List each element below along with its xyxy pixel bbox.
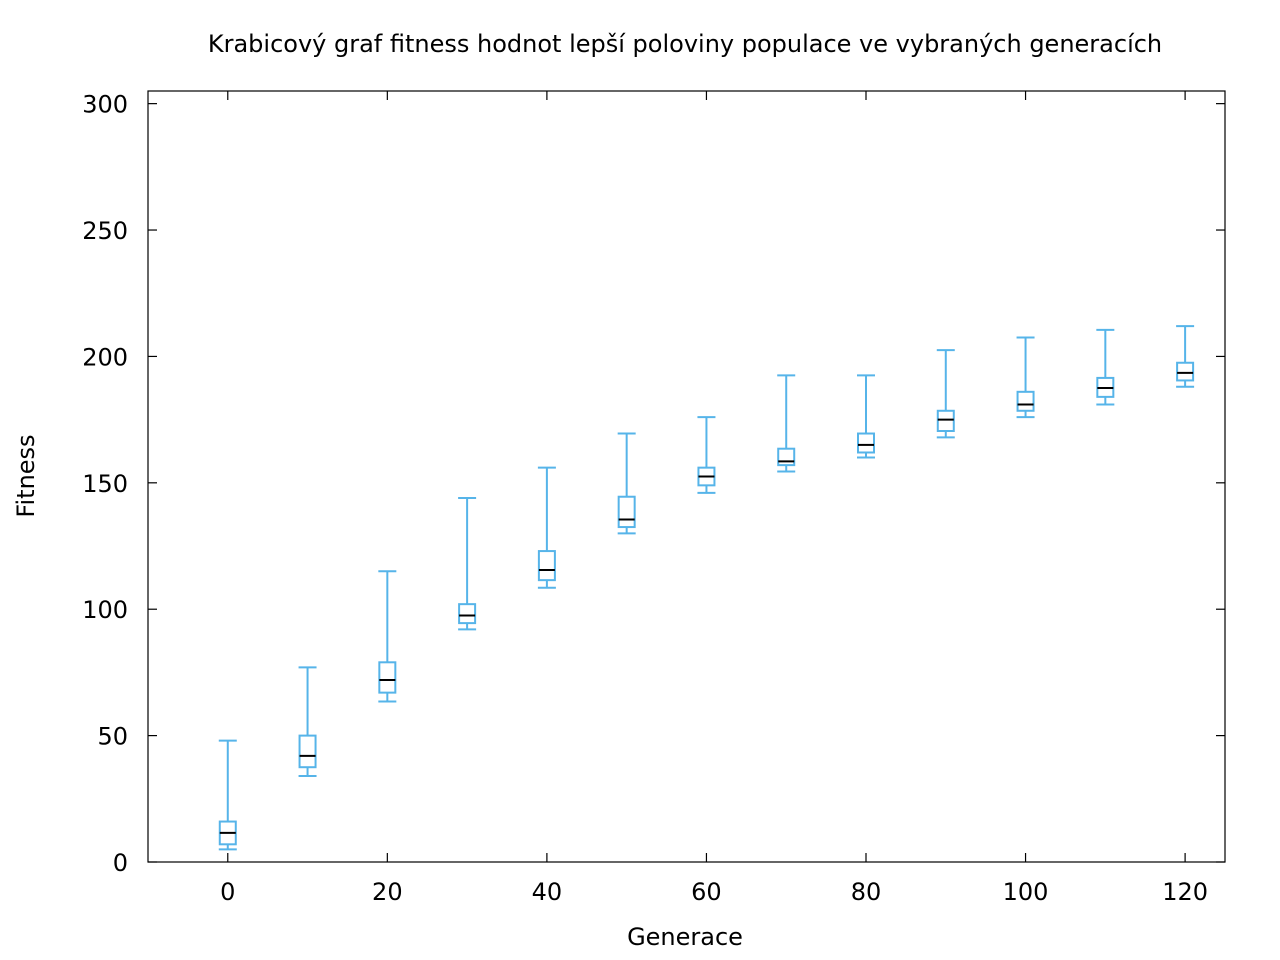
x-tick-label: 20	[372, 878, 403, 906]
box-plot-item	[537, 466, 556, 589]
box-plot-item	[857, 374, 875, 459]
box-plot-item	[458, 496, 477, 631]
box-iqr	[298, 734, 317, 769]
box-plot-item	[378, 570, 397, 703]
box-iqr	[777, 447, 796, 467]
y-axis: 0 50 100 150 200 250 300	[82, 91, 1225, 877]
box-iqr	[378, 661, 397, 694]
y-tick-label: 50	[97, 723, 128, 751]
y-tick-label: 250	[82, 217, 128, 245]
boxes-group	[218, 325, 1195, 851]
box-plot-item	[298, 666, 317, 778]
box-plot-item	[697, 416, 716, 494]
y-tick-label: 100	[82, 596, 128, 624]
y-tick-label: 0	[113, 849, 128, 877]
x-tick-label: 120	[1162, 878, 1208, 906]
box-iqr	[537, 550, 556, 582]
box-plot-item	[1016, 336, 1035, 419]
box-iqr	[617, 495, 636, 529]
box-plot-item	[1096, 328, 1115, 406]
box-iqr	[1176, 361, 1195, 382]
chart-title: Krabicový graf fitness hodnot lepší polo…	[208, 30, 1162, 58]
plot-frame	[147, 90, 1226, 863]
box-iqr	[458, 603, 477, 625]
x-tick-label: 40	[532, 878, 563, 906]
y-tick-label: 300	[82, 91, 128, 119]
y-tick-label: 150	[82, 470, 128, 498]
x-tick-label: 60	[691, 878, 722, 906]
x-axis: 0 20 40 60 80 100 120	[220, 91, 1208, 906]
box-plot-item	[617, 432, 636, 535]
box-iqr	[1016, 390, 1035, 412]
box-plot-item	[936, 349, 955, 439]
box-plot-item	[218, 739, 237, 851]
x-tick-label: 0	[220, 878, 235, 906]
x-tick-label: 80	[851, 878, 882, 906]
x-tick-label: 100	[1003, 878, 1049, 906]
y-tick-label: 200	[82, 343, 128, 371]
box-plot-item	[1176, 325, 1195, 388]
x-axis-label: Generace	[627, 923, 743, 951]
y-axis-label: Fitness	[12, 434, 40, 517]
box-iqr	[857, 432, 875, 454]
box-plot-item	[777, 374, 796, 473]
box-iqr	[936, 409, 955, 432]
